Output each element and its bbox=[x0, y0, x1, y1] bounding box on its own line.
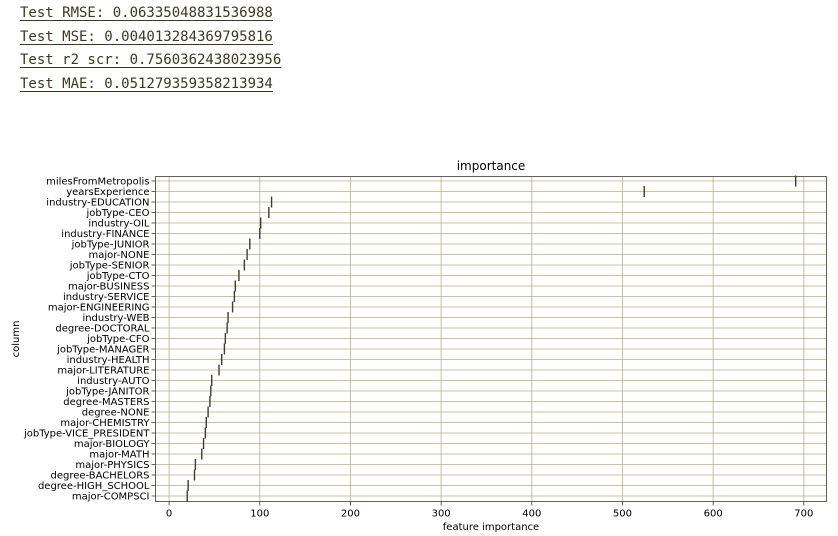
y-tick-label: milesFromMetropolis bbox=[46, 177, 149, 188]
x-axis-title: feature importance bbox=[443, 522, 539, 533]
y-tick-label: degree-NONE bbox=[82, 408, 150, 419]
x-tick-label: 200 bbox=[341, 509, 360, 520]
y-tick-label: degree-MASTERS bbox=[63, 397, 149, 408]
y-tick-label: major-LITERATURE bbox=[57, 366, 149, 377]
y-tick-labels: milesFromMetropolisyearsExperienceindust… bbox=[23, 177, 156, 503]
y-tick-label: major-COMPSCI bbox=[72, 492, 150, 503]
metric-mae: Test MAE: 0.051279359358213934 bbox=[20, 75, 273, 92]
y-tick-label: jobType-MANAGER bbox=[56, 345, 150, 356]
y-tick-label: industry-OIL bbox=[88, 219, 149, 230]
grid-lines bbox=[155, 176, 827, 502]
y-tick-label: major-ENGINEERING bbox=[48, 303, 150, 314]
y-tick-label: jobType-CEO bbox=[86, 208, 150, 219]
feature-importance-chart: importance milesFromMetropolisyearsExper… bbox=[11, 159, 827, 533]
y-tick-label: major-NONE bbox=[89, 250, 150, 261]
y-tick-label: major-MATH bbox=[89, 450, 149, 461]
x-tick-label: 700 bbox=[794, 509, 813, 520]
x-tick-label: 600 bbox=[704, 509, 723, 520]
y-tick-label: major-BUSINESS bbox=[68, 282, 149, 293]
y-tick-label: degree-BACHELORS bbox=[50, 471, 149, 482]
y-tick-label: industry-EDUCATION bbox=[46, 198, 149, 209]
metric-r2: Test r2_scr: 0.7560362438023956 bbox=[20, 52, 282, 68]
metric-rmse: Test RMSE: 0.06335048831536988 bbox=[20, 5, 273, 21]
y-tick-label: jobType-CTO bbox=[86, 271, 150, 282]
y-tick-label: jobType-SENIOR bbox=[69, 261, 150, 272]
y-axis-title: column bbox=[11, 321, 22, 358]
y-tick-label: major-CHEMISTRY bbox=[60, 418, 150, 429]
y-tick-label: major-PHYSICS bbox=[75, 460, 149, 471]
x-tick-label: 400 bbox=[522, 509, 541, 520]
y-tick-label: industry-HEALTH bbox=[67, 355, 150, 366]
y-tick-label: industry-SERVICE bbox=[63, 292, 150, 303]
y-tick-label: yearsExperience bbox=[66, 187, 149, 198]
x-tick-label: 500 bbox=[613, 509, 632, 520]
y-tick-label: major-BIOLOGY bbox=[74, 439, 151, 450]
x-tick-labels: 0 100 200 300 400 500 600 700 bbox=[166, 501, 813, 520]
y-tick-label: degree-HIGH_SCHOOL bbox=[38, 481, 150, 492]
y-tick-label: jobType-CFO bbox=[86, 334, 150, 345]
chart-title: importance bbox=[457, 159, 526, 173]
x-tick-label: 100 bbox=[250, 509, 269, 520]
y-tick-label: degree-DOCTORAL bbox=[55, 324, 150, 335]
x-tick-label: 0 bbox=[166, 509, 172, 520]
y-tick-label: industry-WEB bbox=[82, 313, 149, 324]
x-tick-label: 300 bbox=[432, 509, 451, 520]
metrics-output: Test RMSE: 0.06335048831536988 Test MSE:… bbox=[20, 3, 281, 97]
y-tick-label: jobType-JANITOR bbox=[65, 387, 149, 398]
data-markers bbox=[186, 175, 797, 502]
metric-mse: Test MSE: 0.004013284369795816 bbox=[20, 28, 273, 45]
y-tick-label: jobType-JUNIOR bbox=[71, 240, 150, 251]
y-tick-label: industry-AUTO bbox=[77, 376, 149, 387]
plot-area bbox=[155, 176, 827, 502]
y-tick-label: jobType-VICE_PRESIDENT bbox=[23, 429, 150, 440]
y-tick-label: industry-FINANCE bbox=[61, 229, 149, 240]
